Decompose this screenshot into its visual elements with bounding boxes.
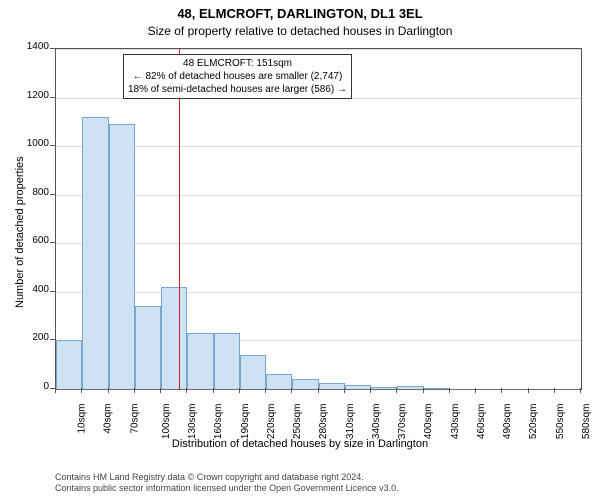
histogram-bar xyxy=(109,124,135,389)
x-tick-label: 220sqm xyxy=(266,404,277,440)
x-tick xyxy=(554,388,555,393)
y-tick-label: 0 xyxy=(15,381,49,392)
x-axis-label: Distribution of detached houses by size … xyxy=(0,438,600,450)
x-tick xyxy=(370,388,371,393)
gridline xyxy=(56,243,581,244)
histogram-bar xyxy=(292,379,318,389)
y-tick-label: 1000 xyxy=(15,138,49,149)
x-tick-label: 70sqm xyxy=(129,404,140,434)
histogram-bar xyxy=(345,385,371,389)
gridline xyxy=(56,146,581,147)
x-tick-label: 100sqm xyxy=(161,404,172,440)
y-tick xyxy=(50,48,55,49)
x-tick-label: 160sqm xyxy=(213,404,224,440)
x-tick xyxy=(580,388,581,393)
legend-line: ← 82% of detached houses are smaller (2,… xyxy=(128,70,347,83)
y-tick xyxy=(50,242,55,243)
y-tick xyxy=(50,145,55,146)
y-tick-label: 600 xyxy=(15,235,49,246)
x-tick xyxy=(134,388,135,393)
histogram-bar xyxy=(397,386,423,389)
footer-attribution: Contains HM Land Registry data © Crown c… xyxy=(55,472,399,494)
x-tick xyxy=(265,388,266,393)
legend-line: 48 ELMCROFT: 151sqm xyxy=(128,57,347,70)
y-tick-label: 800 xyxy=(15,187,49,198)
y-tick xyxy=(50,97,55,98)
x-tick xyxy=(528,388,529,393)
y-tick-label: 200 xyxy=(15,332,49,343)
x-tick-label: 490sqm xyxy=(502,404,513,440)
x-tick-label: 280sqm xyxy=(318,404,329,440)
x-tick xyxy=(318,388,319,393)
x-tick xyxy=(108,388,109,393)
x-tick-label: 190sqm xyxy=(240,404,251,440)
page-subtitle: Size of property relative to detached ho… xyxy=(0,24,600,38)
y-tick xyxy=(50,194,55,195)
x-tick-label: 400sqm xyxy=(423,404,434,440)
histogram-bar xyxy=(82,117,108,389)
histogram-bar xyxy=(135,306,161,389)
x-tick-label: 340sqm xyxy=(371,404,382,440)
histogram-bar xyxy=(240,355,266,389)
histogram-bar xyxy=(371,387,397,389)
x-tick xyxy=(449,388,450,393)
x-tick-label: 580sqm xyxy=(581,404,592,440)
y-tick xyxy=(50,291,55,292)
x-tick-label: 520sqm xyxy=(528,404,539,440)
x-tick xyxy=(213,388,214,393)
x-tick xyxy=(291,388,292,393)
gridline xyxy=(56,49,581,50)
x-tick-label: 310sqm xyxy=(345,404,356,440)
page-title: 48, ELMCROFT, DARLINGTON, DL1 3EL xyxy=(0,6,600,21)
x-tick xyxy=(186,388,187,393)
x-tick xyxy=(160,388,161,393)
gridline xyxy=(56,389,581,390)
histogram-bar xyxy=(266,374,292,389)
x-tick xyxy=(344,388,345,393)
x-tick-label: 10sqm xyxy=(77,404,88,434)
x-tick xyxy=(239,388,240,393)
chart-legend: 48 ELMCROFT: 151sqm ← 82% of detached ho… xyxy=(123,54,352,99)
x-tick xyxy=(55,388,56,393)
x-tick xyxy=(475,388,476,393)
gridline xyxy=(56,195,581,196)
x-tick-label: 460sqm xyxy=(476,404,487,440)
histogram-bar xyxy=(187,333,213,389)
histogram-bar xyxy=(161,287,187,389)
y-tick-label: 400 xyxy=(15,284,49,295)
x-tick xyxy=(396,388,397,393)
legend-line: 18% of semi-detached houses are larger (… xyxy=(128,83,347,96)
gridline xyxy=(56,292,581,293)
x-tick-label: 550sqm xyxy=(555,404,566,440)
histogram-bar xyxy=(56,340,82,389)
x-tick-label: 430sqm xyxy=(450,404,461,440)
histogram-bar xyxy=(214,333,240,389)
y-tick-label: 1400 xyxy=(15,41,49,52)
x-tick-label: 130sqm xyxy=(187,404,198,440)
histogram-bar xyxy=(424,388,450,389)
property-size-marker xyxy=(179,49,180,389)
footer-line: Contains public sector information licen… xyxy=(55,483,399,494)
y-tick xyxy=(50,339,55,340)
x-tick-label: 250sqm xyxy=(292,404,303,440)
x-tick-label: 370sqm xyxy=(397,404,408,440)
histogram-bar xyxy=(319,383,345,389)
histogram-plot xyxy=(55,48,582,390)
footer-line: Contains HM Land Registry data © Crown c… xyxy=(55,472,399,483)
y-tick-label: 1200 xyxy=(15,90,49,101)
x-tick xyxy=(501,388,502,393)
x-tick-label: 40sqm xyxy=(103,404,114,434)
x-tick xyxy=(81,388,82,393)
x-tick xyxy=(423,388,424,393)
